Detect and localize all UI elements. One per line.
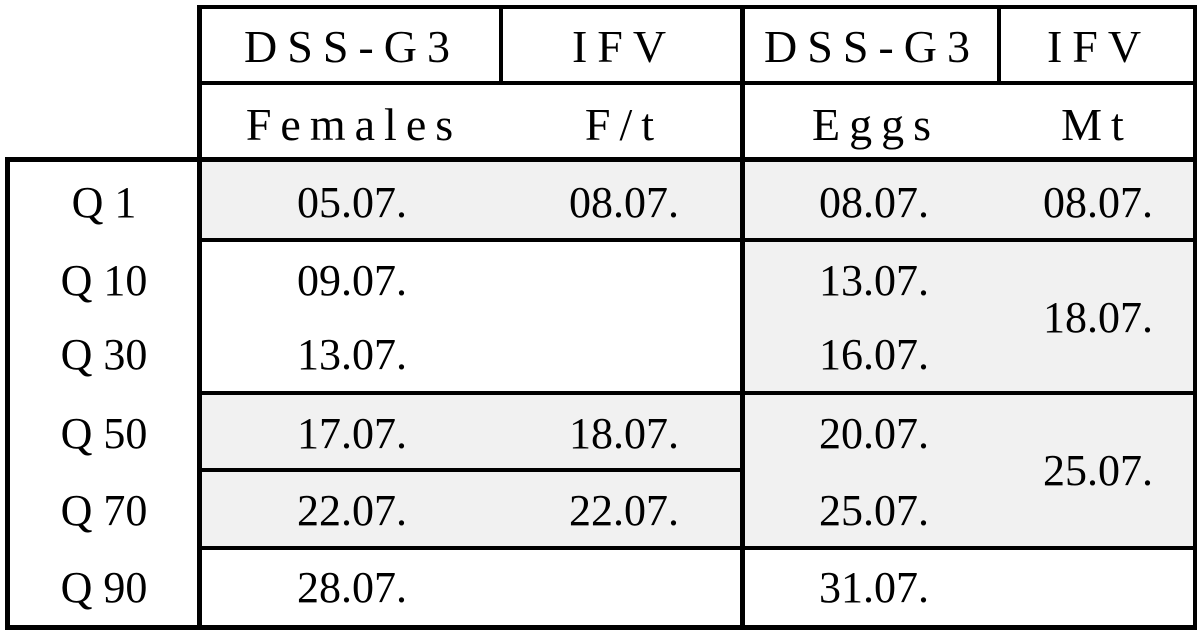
females-cell: 17.07. <box>297 409 407 458</box>
eggs-cell: 20.07. <box>819 409 929 458</box>
eggs-cell: 08.07. <box>819 178 929 227</box>
header-females: Females <box>245 99 463 150</box>
header-ft: F/t <box>584 99 664 150</box>
rule <box>197 157 1197 162</box>
eggs-cell: 25.07. <box>819 486 929 535</box>
row-label-q1: Q 1 <box>71 178 137 227</box>
ft-cell: 18.07. <box>569 409 679 458</box>
rule <box>197 5 202 630</box>
rule <box>197 546 1197 550</box>
mt-cell: 18.07. <box>1043 293 1153 342</box>
females-cell: 05.07. <box>297 178 407 227</box>
shade-eggs-mt-q10-q30 <box>744 242 1196 392</box>
rule <box>740 5 745 630</box>
rule <box>197 81 1197 85</box>
females-cell: 28.07. <box>297 563 407 612</box>
rule <box>997 5 1001 85</box>
females-cell: 22.07. <box>297 486 407 535</box>
eggs-cell: 13.07. <box>819 256 929 305</box>
ft-cell: 22.07. <box>569 486 679 535</box>
shade-q1-row <box>202 162 1196 239</box>
females-cell: 09.07. <box>297 256 407 305</box>
eggs-cell: 16.07. <box>819 330 929 379</box>
header-eggs: Eggs <box>812 99 940 150</box>
row-label-q10: Q 10 <box>60 256 148 305</box>
header-ifv-1: IFV <box>571 21 677 72</box>
rule <box>5 157 201 162</box>
rule <box>197 391 1197 395</box>
rule <box>197 238 1197 242</box>
mt-cell: 25.07. <box>1043 446 1153 495</box>
mt-cell: 08.07. <box>1043 178 1153 227</box>
row-label-q70: Q 70 <box>60 486 148 535</box>
row-label-q90: Q 90 <box>60 563 148 612</box>
rule <box>197 5 1197 9</box>
header-mt: Mt <box>1061 99 1133 150</box>
header-dss-g3-1: DSS-G3 <box>244 21 460 72</box>
row-label-q30: Q 30 <box>60 330 148 379</box>
row-label-q50: Q 50 <box>60 409 148 458</box>
rule <box>5 625 1197 630</box>
rule <box>499 5 503 85</box>
eggs-cell: 31.07. <box>819 563 929 612</box>
ft-cell: 08.07. <box>569 178 679 227</box>
rule <box>5 157 10 629</box>
header-ifv-2: IFV <box>1046 21 1152 72</box>
females-cell: 13.07. <box>297 330 407 379</box>
header-dss-g3-2: DSS-G3 <box>764 21 980 72</box>
rule <box>197 468 743 472</box>
rule <box>1193 5 1197 630</box>
